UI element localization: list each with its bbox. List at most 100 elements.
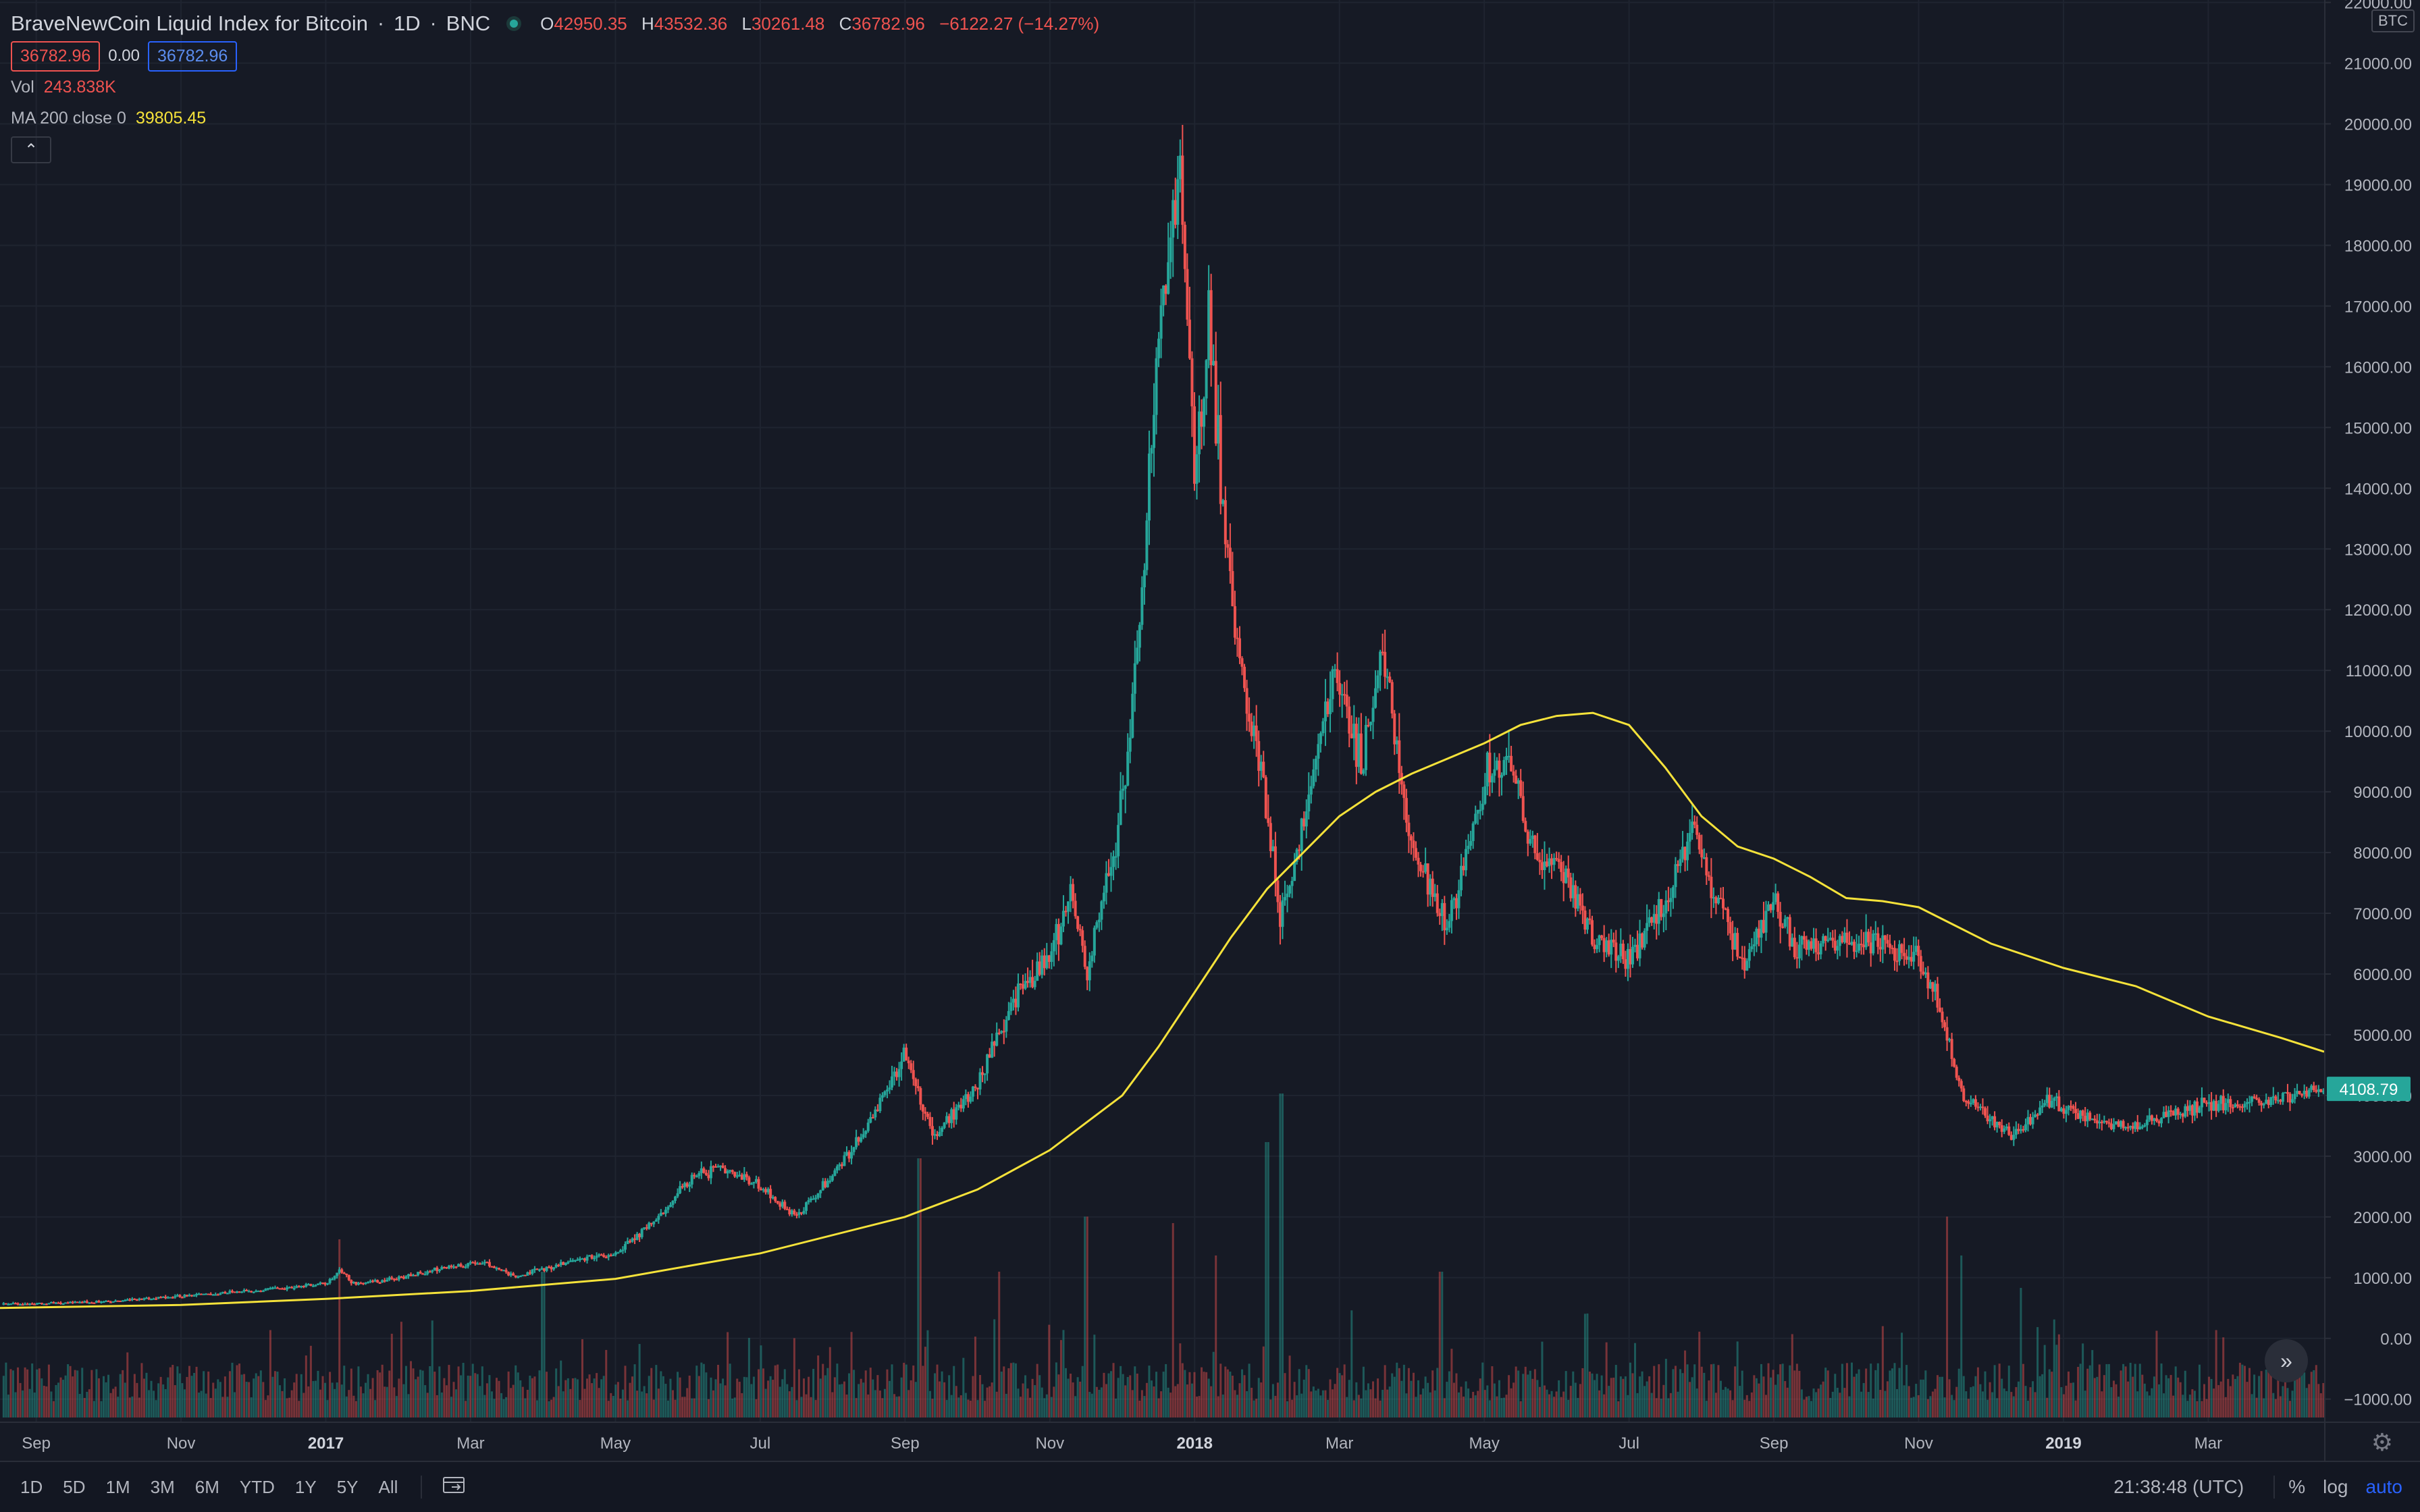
- symbol-name[interactable]: BraveNewCoin Liquid Index for Bitcoin: [11, 11, 368, 35]
- candle-body: [83, 1301, 86, 1303]
- volume-bar: [560, 1360, 562, 1418]
- candle-body: [2231, 1107, 2234, 1109]
- candle-body: [1031, 977, 1034, 988]
- candle-body: [61, 1303, 65, 1305]
- range-ytd[interactable]: YTD: [239, 1476, 275, 1497]
- volume-bar: [1031, 1378, 1034, 1418]
- range-5y[interactable]: 5Y: [336, 1476, 359, 1497]
- candle-body: [1379, 651, 1382, 676]
- range-1m[interactable]: 1M: [105, 1476, 130, 1497]
- volume-bar: [945, 1400, 948, 1418]
- buy-button[interactable]: 36782.96: [148, 40, 238, 72]
- calendar-goto-icon[interactable]: [442, 1475, 467, 1500]
- auto-toggle[interactable]: auto: [2365, 1476, 2403, 1497]
- volume-bar: [546, 1372, 548, 1418]
- interval-label[interactable]: 1D: [394, 11, 421, 35]
- range-all[interactable]: All: [378, 1476, 398, 1497]
- candle-body: [1028, 977, 1032, 983]
- volume-bar: [741, 1393, 743, 1418]
- market-status-icon[interactable]: [506, 16, 522, 31]
- volume-bar: [1288, 1355, 1291, 1418]
- log-toggle[interactable]: log: [2323, 1476, 2348, 1497]
- volume-bar: [507, 1371, 510, 1418]
- ma-legend[interactable]: MA 200 close 0 39805.45: [11, 103, 1109, 134]
- volume-bar: [1386, 1389, 1389, 1418]
- volume-bar: [1317, 1388, 1319, 1418]
- range-5d[interactable]: 5D: [63, 1476, 86, 1497]
- volume-bar: [619, 1398, 622, 1418]
- chart-pane[interactable]: BraveNewCoin Liquid Index for Bitcoin · …: [0, 0, 2324, 1422]
- volume-bar: [2136, 1391, 2139, 1418]
- candle-body: [2148, 1115, 2151, 1120]
- volume-bar: [1862, 1382, 1865, 1418]
- volume-bar: [86, 1391, 88, 1418]
- candle-body: [2003, 1128, 2006, 1132]
- gear-icon[interactable]: ⚙: [2371, 1428, 2393, 1456]
- volume-bar: [17, 1367, 20, 1418]
- volume-bar: [1631, 1373, 1634, 1418]
- currency-badge[interactable]: BTC: [2371, 9, 2415, 32]
- candle-body: [2186, 1106, 2189, 1111]
- candle-body: [500, 1269, 503, 1271]
- clock[interactable]: 21:38:48 (UTC): [2113, 1476, 2244, 1497]
- chevron-up-icon[interactable]: ⌃: [11, 136, 51, 163]
- candle-body: [1969, 1103, 1972, 1105]
- volume-bar: [1600, 1375, 1603, 1418]
- volume-bar: [2003, 1388, 2005, 1418]
- range-1d[interactable]: 1D: [20, 1476, 43, 1497]
- symbol-row: BraveNewCoin Liquid Index for Bitcoin · …: [11, 8, 1109, 39]
- volume-bar: [1293, 1382, 1296, 1418]
- volume-bar: [1086, 1216, 1088, 1418]
- candle-body: [1964, 1101, 1968, 1103]
- candle-body: [1512, 771, 1515, 776]
- candle-body: [1524, 821, 1527, 832]
- candle-body: [2305, 1090, 2309, 1097]
- volume-bar: [505, 1397, 508, 1418]
- range-6m[interactable]: 6M: [194, 1476, 219, 1497]
- candle-body: [59, 1302, 63, 1304]
- candle-body: [860, 1137, 863, 1142]
- time-scale[interactable]: Sep Nov 2017 Mar May Jul Sep Nov 2018 Mar May Jul Se…: [0, 1422, 2324, 1461]
- double-chevron-right-icon[interactable]: »: [2265, 1339, 2308, 1382]
- volume-bar: [1803, 1399, 1806, 1418]
- sell-button[interactable]: 36782.96: [11, 40, 101, 72]
- candlestick-chart[interactable]: [0, 0, 2324, 1422]
- percent-toggle[interactable]: %: [2288, 1476, 2306, 1497]
- volume-bar: [1691, 1377, 1693, 1418]
- candle-body: [190, 1295, 194, 1297]
- candle-body: [766, 1189, 770, 1193]
- candle-body: [729, 1170, 732, 1172]
- candle-body: [545, 1266, 548, 1271]
- volume-bar: [52, 1401, 55, 1418]
- price-scale[interactable]: 22000.00 21000.00 20000.00 19000.00 18000.00…: [2324, 0, 2420, 1422]
- candle-body: [21, 1304, 24, 1306]
- volume-bar: [2160, 1363, 2163, 1418]
- candle-body: [1126, 751, 1130, 786]
- volume-bar: [357, 1366, 360, 1418]
- candle-body: [1253, 725, 1256, 736]
- volume-bar: [69, 1366, 72, 1418]
- candle-body: [1095, 922, 1099, 928]
- volume-bar: [1596, 1374, 1598, 1418]
- candle-body: [1407, 822, 1411, 836]
- candle-body: [1743, 958, 1746, 971]
- range-1y[interactable]: 1Y: [294, 1476, 317, 1497]
- volume-bar: [2153, 1376, 2155, 1418]
- volume-bar: [924, 1347, 926, 1418]
- candle-body: [1273, 846, 1277, 881]
- candle-body: [764, 1189, 768, 1193]
- time-axis[interactable]: Sep Nov 2017 Mar May Jul Sep Nov 2018 Mar May Jul Se…: [0, 1423, 2324, 1462]
- candle-body: [1133, 663, 1136, 694]
- volume-bar: [719, 1383, 722, 1418]
- candle-body: [1131, 693, 1134, 738]
- range-3m[interactable]: 3M: [150, 1476, 175, 1497]
- candle-body: [1452, 898, 1456, 900]
- candle-body: [1681, 846, 1685, 859]
- volume-legend[interactable]: Vol 243.838K: [11, 72, 1109, 103]
- price-axis[interactable]: 22000.0021000.0020000.0019000.0018000.00…: [2325, 0, 2420, 1422]
- candle-body: [242, 1290, 246, 1292]
- volume-bar: [93, 1401, 95, 1418]
- volume-bar: [747, 1338, 750, 1418]
- candle-body: [275, 1287, 279, 1289]
- volume-bar: [1341, 1375, 1344, 1418]
